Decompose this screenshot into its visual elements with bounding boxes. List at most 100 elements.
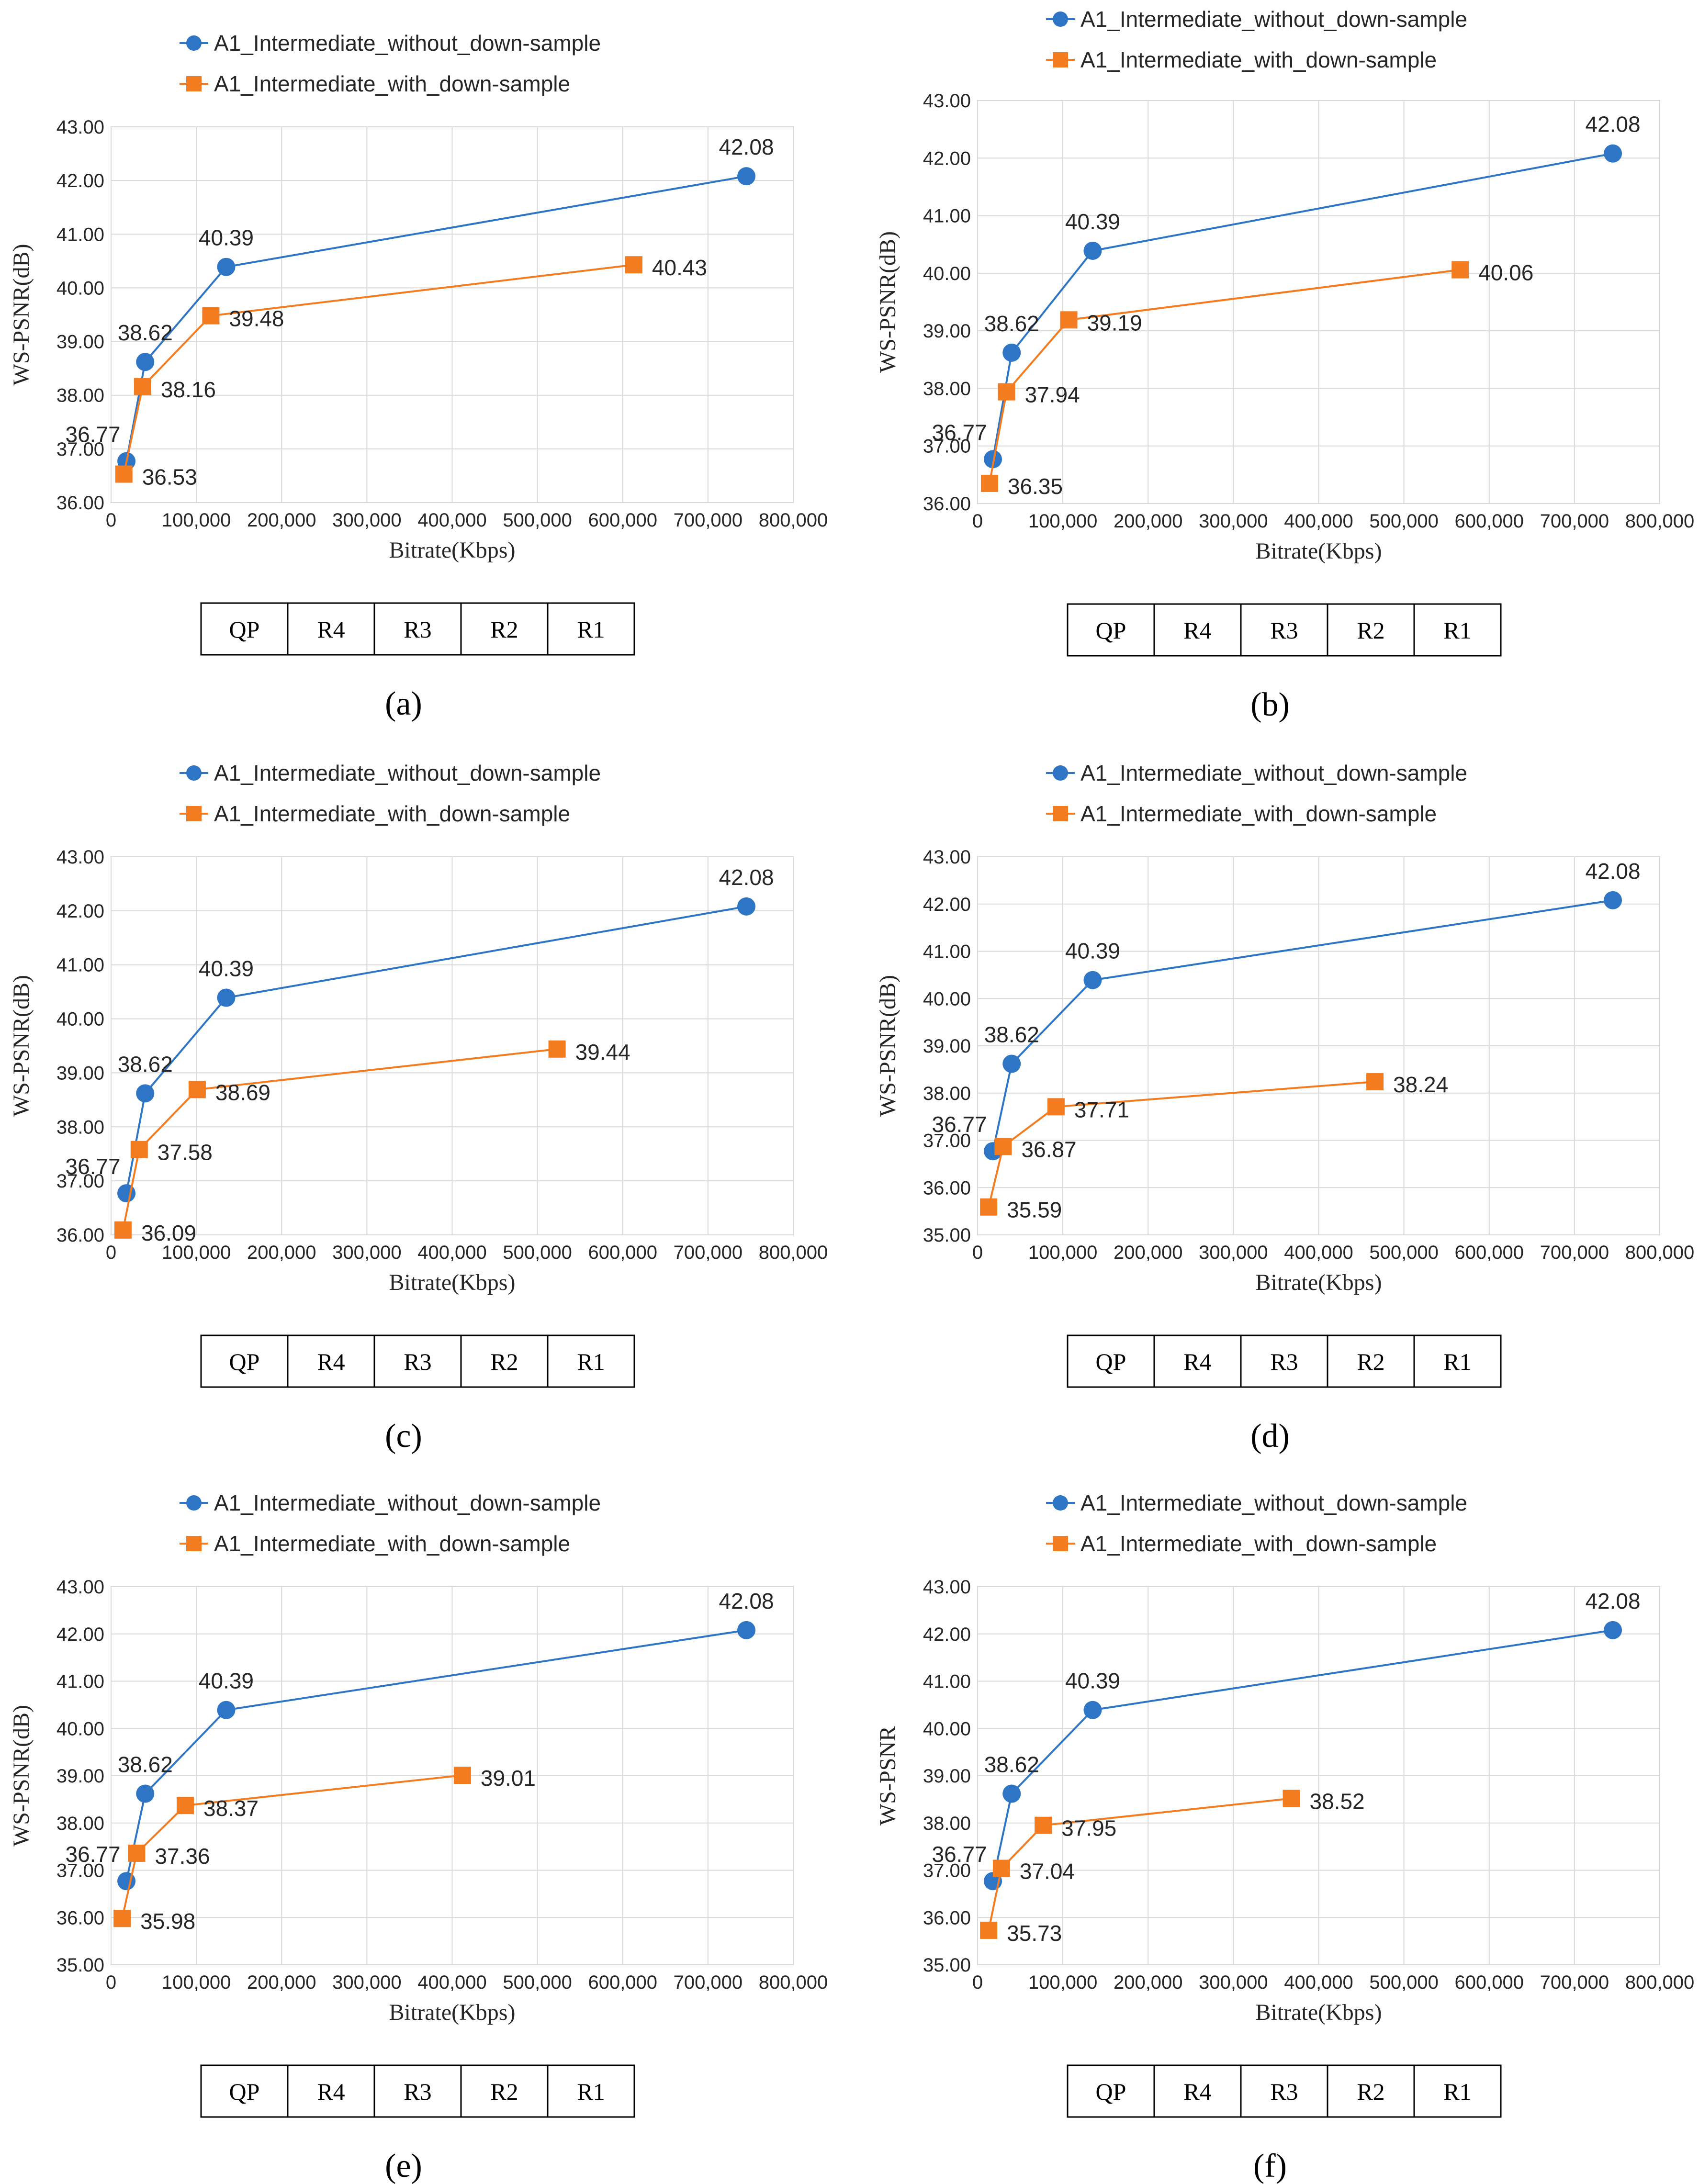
x-tick-label: 300,000	[1199, 1242, 1268, 1263]
data-point-square	[114, 1221, 132, 1239]
y-tick-label: 37.00	[56, 1171, 104, 1192]
y-tick-label: 42.00	[923, 894, 971, 915]
data-point-circle	[1604, 1621, 1622, 1639]
qp-table-label: R4	[317, 1348, 345, 1375]
legend-label: A1_Intermediate_with_down-sample	[1080, 47, 1437, 72]
legend-label: A1_Intermediate_with_down-sample	[1080, 801, 1437, 826]
series-line-1	[125, 1629, 747, 1882]
qp-table: QP R4 R3 R2 R1	[200, 602, 635, 656]
series-line-2	[988, 1081, 1375, 1208]
y-tick-label: 42.00	[923, 1624, 971, 1645]
y-tick-label: 42.00	[923, 148, 971, 169]
data-point-square	[1366, 1073, 1384, 1091]
x-tick-label: 0	[972, 511, 983, 532]
x-tick-label: 0	[106, 1242, 116, 1263]
data-label: 42.08	[719, 134, 774, 159]
qp-table-label: R1	[1443, 617, 1471, 644]
data-point-square	[130, 1141, 148, 1158]
y-tick-label: 43.00	[923, 90, 971, 112]
x-tick-label: 800,000	[759, 1972, 828, 1993]
x-axis-title: Bitrate(Kbps)	[389, 1270, 516, 1295]
y-axis-title: WS-PSNR(dB)	[9, 1705, 34, 1847]
x-tick-label: 800,000	[759, 510, 828, 531]
qp-table-cell	[547, 1334, 635, 1388]
y-tick-label: 36.00	[923, 1177, 971, 1198]
y-axis-title: WS-PSNR	[875, 1726, 900, 1826]
y-tick-label: 37.00	[923, 1131, 971, 1152]
data-label: 42.08	[719, 1589, 774, 1613]
qp-table-cell	[1413, 1334, 1502, 1388]
y-tick-label: 40.00	[56, 1009, 104, 1030]
y-tick-label: 42.00	[56, 901, 104, 922]
panel-label: (a)	[385, 685, 422, 722]
x-tick-label: 500,000	[503, 510, 572, 531]
data-point-square	[980, 474, 998, 492]
qp-table-label: QP	[1096, 1348, 1126, 1375]
legend-marker-square	[186, 1536, 202, 1551]
data-label: 42.08	[1585, 859, 1640, 884]
data-point-circle	[217, 258, 236, 276]
data-label: 38.62	[984, 1752, 1039, 1777]
x-tick-label: 300,000	[1199, 511, 1268, 532]
data-point-circle	[1002, 1784, 1021, 1803]
data-point-square	[453, 1767, 471, 1784]
y-tick-label: 43.00	[923, 847, 971, 868]
y-axis-title: WS-PSNR(dB)	[875, 975, 900, 1117]
panel-label: (b)	[1250, 686, 1290, 723]
qp-table-label: R4	[1183, 2078, 1211, 2105]
legend-label: A1_Intermediate_with_down-sample	[1080, 1531, 1437, 1556]
x-tick-label: 800,000	[1625, 1242, 1695, 1263]
legend-marker-square	[1053, 1536, 1068, 1551]
y-tick-label: 39.00	[923, 1036, 971, 1057]
y-tick-label: 36.00	[56, 1225, 104, 1246]
x-tick-label: 0	[972, 1972, 983, 1993]
legend-marker-circle	[1053, 11, 1068, 27]
x-tick-label: 500,000	[503, 1242, 572, 1263]
data-label: 40.39	[199, 1669, 254, 1693]
qp-table-cell	[287, 1334, 375, 1388]
y-axis-title: WS-PSNR(dB)	[9, 975, 34, 1117]
x-tick-label: 500,000	[1369, 1972, 1439, 1993]
chart-panel-2: 36.00 37.00 38.00 39.00 40.00 41.00 42.00 43.00…	[875, 7, 1694, 723]
data-label: 39.48	[229, 306, 284, 331]
data-point-square	[134, 378, 151, 395]
qp-table-label: R1	[1443, 2078, 1471, 2105]
x-tick-label: 400,000	[417, 1972, 487, 1993]
data-point-circle	[737, 167, 756, 186]
data-point-square	[1283, 1790, 1300, 1807]
x-tick-label: 400,000	[1284, 1242, 1353, 1263]
series-line-1	[992, 1629, 1613, 1882]
data-point-square	[115, 465, 133, 483]
data-point-circle	[136, 1784, 155, 1803]
chart-panel-4: 35.00 36.00 37.00 38.00 39.00 40.00 41.00 42.00…	[875, 761, 1694, 1455]
x-tick-label: 700,000	[1540, 1242, 1609, 1263]
qp-table-cell	[1413, 603, 1502, 657]
data-label: 36.77	[66, 1842, 121, 1867]
data-label: 38.52	[1310, 1789, 1365, 1814]
y-tick-label: 41.00	[923, 941, 971, 963]
y-tick-label: 37.00	[56, 439, 104, 460]
y-tick-label: 36.00	[56, 493, 104, 514]
x-tick-label: 100,000	[162, 1242, 231, 1263]
y-tick-label: 40.00	[56, 278, 104, 299]
x-axis-title: Bitrate(Kbps)	[1256, 538, 1382, 564]
data-point-square	[980, 1198, 998, 1216]
x-tick-label: 100,000	[1028, 1242, 1098, 1263]
panel-label: (d)	[1250, 1418, 1290, 1455]
x-tick-label: 100,000	[162, 510, 231, 531]
data-label: 38.62	[118, 1052, 173, 1076]
x-tick-label: 0	[106, 1972, 116, 1993]
y-tick-label: 40.00	[56, 1718, 104, 1739]
x-axis-title: Bitrate(Kbps)	[389, 2000, 516, 2025]
data-label: 40.06	[1478, 260, 1533, 285]
series-line-2	[122, 1048, 557, 1231]
data-label: 36.09	[141, 1221, 196, 1245]
data-point-circle	[217, 988, 236, 1007]
qp-table-label: R2	[490, 1348, 518, 1375]
x-tick-label: 400,000	[1284, 1972, 1353, 1993]
x-tick-label: 200,000	[247, 1242, 316, 1263]
data-label: 38.62	[984, 1022, 1039, 1047]
x-tick-label: 700,000	[1540, 1972, 1609, 1993]
x-tick-label: 600,000	[1454, 1242, 1524, 1263]
qp-table-cell	[287, 2064, 375, 2118]
